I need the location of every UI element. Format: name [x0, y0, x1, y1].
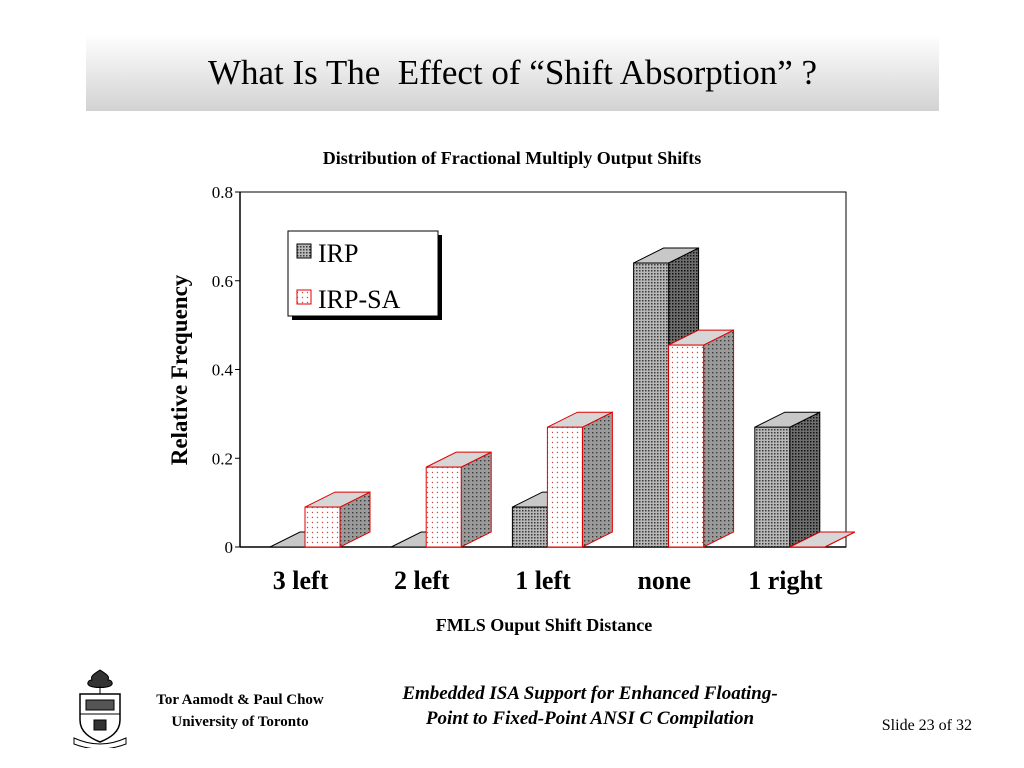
x-tick-label: 2 left: [394, 566, 450, 595]
legend-swatch-irp-sa: [296, 289, 312, 305]
y-tick-label: 0.4: [212, 361, 234, 380]
slide-title: What Is The Effect of “Shift Absorption”…: [207, 52, 818, 92]
bar-irp-sa: [425, 451, 492, 548]
slide-number: Slide 23 of 32: [881, 717, 972, 734]
author-names: Tor Aamodt & Paul Chow: [156, 692, 324, 708]
author-affiliation: University of Toronto: [171, 714, 309, 730]
paper-title: Embedded ISA Support for Enhanced Floati…: [350, 681, 830, 731]
university-crest-icon: [73, 669, 127, 748]
paper-title-line1: Embedded ISA Support for Enhanced Floati…: [402, 683, 778, 704]
legend-label-irp-sa: IRP-SA: [318, 285, 401, 314]
x-axis-label: FMLS Ouput Shift Distance: [436, 615, 653, 635]
y-tick-label: 0.6: [212, 272, 233, 291]
y-tick-label: 0.8: [212, 183, 233, 202]
chart-title: Distribution of Fractional Multiply Outp…: [323, 148, 702, 168]
bar-irp-sa: [304, 491, 371, 548]
legend: IRP IRP-SA: [287, 230, 442, 320]
bar-irp: [754, 411, 821, 548]
y-tick-label: 0.2: [212, 449, 233, 468]
y-tick-label: 0: [225, 538, 234, 557]
bar-irp-sa: [546, 411, 613, 548]
paper-title-line2: Point to Fixed-Point ANSI C Compilation: [425, 708, 755, 729]
bar-irp-sa: [668, 329, 735, 548]
x-tick-label: 1 right: [748, 566, 823, 595]
title-bar: What Is The Effect of “Shift Absorption”…: [86, 34, 939, 111]
x-tick-label: none: [637, 566, 690, 595]
legend-swatch-irp: [296, 243, 312, 259]
x-tick-label: 1 left: [515, 566, 571, 595]
x-tick-label: 3 left: [273, 566, 329, 595]
bar-chart: Distribution of Fractional Multiply Outp…: [167, 148, 856, 635]
y-axis-label: Relative Frequency: [167, 274, 192, 465]
bar-irp-sa: [789, 531, 856, 548]
author-block: Tor Aamodt & Paul Chow University of Tor…: [135, 689, 345, 733]
legend-label-irp: IRP: [318, 239, 358, 268]
